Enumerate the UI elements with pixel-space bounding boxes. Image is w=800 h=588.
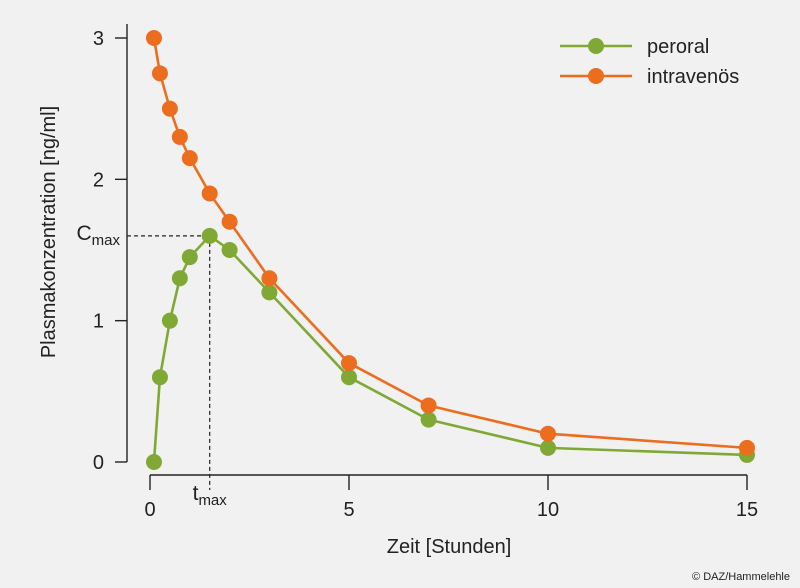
y-tick-label: 2: [93, 169, 104, 191]
y-tick-label: 1: [93, 311, 104, 333]
x-tick-label: 0: [144, 499, 155, 521]
data-point: [171, 128, 188, 145]
x-tick-label: 5: [343, 499, 354, 521]
data-point: [221, 242, 238, 258]
cmax-label-base: C: [76, 222, 91, 245]
data-point: [145, 454, 162, 470]
data-point: [261, 270, 278, 287]
data-point: [161, 312, 178, 329]
data-point: [261, 284, 278, 301]
data-point: [420, 411, 437, 428]
tmax-label-sub: max: [198, 492, 227, 509]
data-point: [181, 150, 198, 167]
data-point: [540, 439, 556, 456]
data-point: [181, 249, 198, 266]
cmax-label: Cmax: [76, 222, 120, 249]
legend-label: peroral: [647, 36, 709, 58]
data-point: [739, 439, 755, 456]
y-tick-label: 0: [93, 452, 104, 474]
axes: [126, 24, 747, 476]
cmax-label-sub: max: [92, 232, 121, 249]
series-2: [145, 30, 755, 456]
x-axis-title: Zeit [Stunden]: [387, 536, 512, 558]
y-ticks: 0 1 2 3: [93, 28, 127, 474]
data-point: [341, 369, 357, 386]
x-tick-label: 15: [736, 499, 758, 521]
series-line: [152, 234, 748, 463]
legend: peroral intravenös: [560, 36, 739, 88]
y-tick-label: 3: [93, 28, 104, 50]
tmax-cmax-guides: [127, 235, 211, 490]
data-point: [171, 270, 188, 287]
data-point: [201, 185, 218, 202]
data-point: [540, 425, 556, 442]
data-point: [151, 369, 168, 386]
data-point: [145, 30, 162, 46]
data-point: [221, 213, 238, 230]
data-point: [201, 227, 218, 244]
y-axis-title: Plasmakonzentration [ng/ml]: [38, 106, 60, 358]
data-point: [420, 397, 437, 414]
legend-label: intravenös: [647, 66, 739, 88]
data-point: [151, 65, 168, 82]
legend-marker: [588, 68, 604, 84]
tmax-label-base: t: [193, 482, 199, 505]
x-tick-label: 10: [537, 499, 559, 521]
x-ticks: 0 5 10 15: [144, 475, 758, 521]
series-layer: [145, 30, 755, 470]
series-line: [152, 37, 748, 450]
series-1: [145, 227, 755, 470]
data-point: [341, 355, 357, 372]
tmax-label: tmax: [193, 482, 228, 509]
copyright-credit: © DAZ/Hammelehle: [692, 571, 790, 583]
legend-marker: [588, 38, 604, 54]
data-point: [161, 100, 178, 117]
